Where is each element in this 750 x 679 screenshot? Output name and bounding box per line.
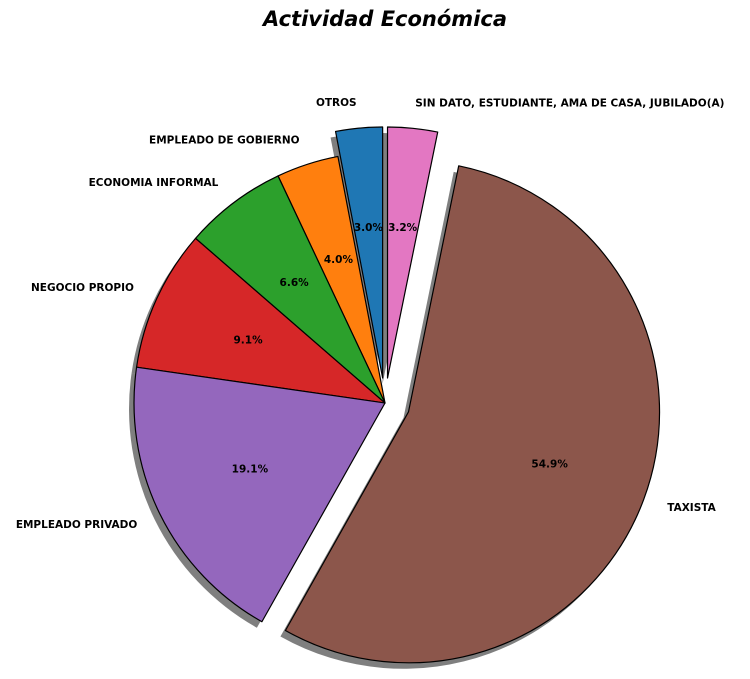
percent-label-layer: 3.0% 4.0% 6.6% 9.1% 19.1% 54.9% 3.2%: [232, 222, 569, 475]
slice-taxista: [284, 165, 661, 664]
slice-otros: [334, 126, 384, 379]
percent-label-economia-informal: 6.6%: [280, 277, 310, 289]
category-label-negocio-propio: NEGOCIO PROPIO: [31, 282, 134, 294]
chart-title: Actividad Económica: [261, 7, 507, 31]
category-label-empleado-privado: EMPLEADO PRIVADO: [16, 519, 138, 531]
slice-layer: [133, 126, 661, 664]
percent-label-empleado-de-gobierno: 4.0%: [324, 254, 354, 266]
percent-label-otros: 3.0%: [354, 222, 384, 234]
category-label-sin-dato-estudiante-ama-de-casa-jubilado-a: SIN DATO, ESTUDIANTE, AMA DE CASA, JUBIL…: [415, 97, 724, 109]
slice-sin-dato-estudiante-ama-de-casa-jubilado-a: [386, 126, 439, 379]
slice-empleado-privado: [133, 366, 386, 623]
slice-negocio-propio: [135, 237, 386, 404]
percent-label-taxista: 54.9%: [531, 458, 568, 470]
category-label-layer: OTROS EMPLEADO DE GOBIERNO ECONOMIA INFORM…: [16, 97, 725, 531]
category-label-otros: OTROS: [316, 97, 357, 109]
category-label-empleado-de-gobierno: EMPLEADO DE GOBIERNO: [149, 134, 300, 146]
percent-label-negocio-propio: 9.1%: [233, 334, 263, 346]
category-label-economia-informal: ECONOMIA INFORMAL: [89, 177, 219, 189]
category-label-taxista: TAXISTA: [667, 502, 716, 514]
percent-label-empleado-privado: 19.1%: [232, 464, 269, 476]
percent-label-sin-dato-estudiante-ama-de-casa-jubilado-a: 3.2%: [388, 222, 418, 234]
